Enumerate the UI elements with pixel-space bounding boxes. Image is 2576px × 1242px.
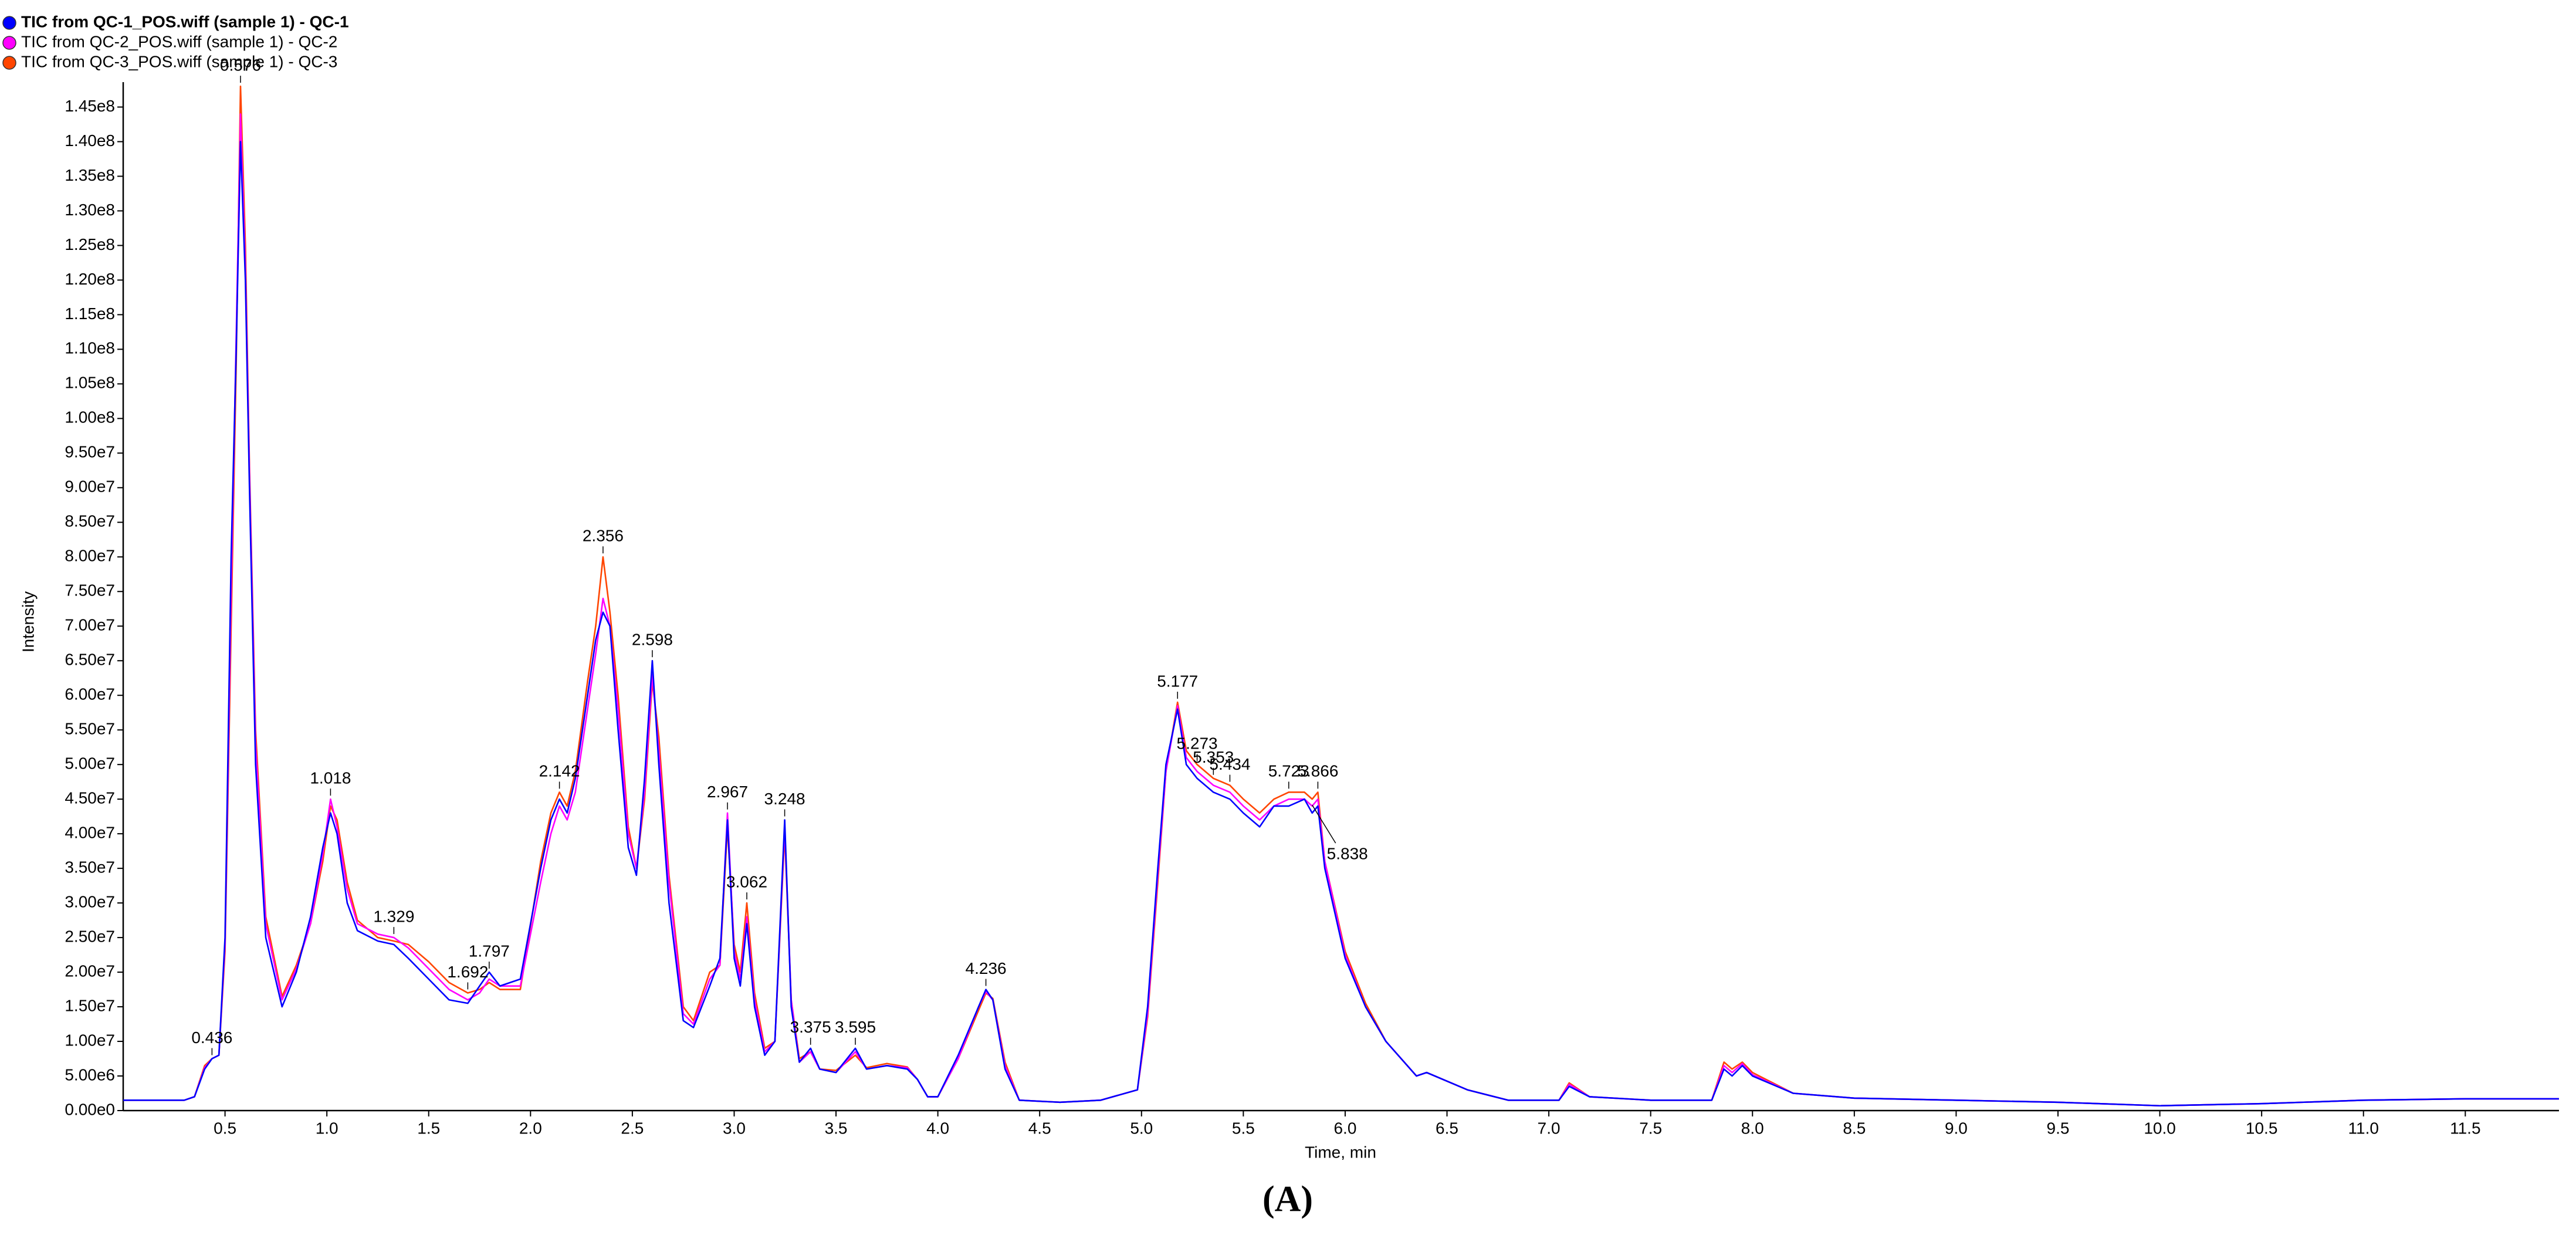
caption: (A) — [1262, 1179, 1313, 1219]
y-tick-label: 1.00e7 — [65, 1031, 115, 1049]
x-tick-label: 8.5 — [1843, 1119, 1866, 1137]
peak-label: 5.866 — [1297, 762, 1338, 780]
x-tick-label: 3.0 — [723, 1119, 746, 1137]
x-tick-label: 0.5 — [214, 1119, 236, 1137]
x-tick-label: 4.5 — [1028, 1119, 1051, 1137]
x-tick-label: 1.0 — [316, 1119, 338, 1137]
x-tick-label: 9.0 — [1945, 1119, 1968, 1137]
x-tick-label: 6.0 — [1333, 1119, 1356, 1137]
peak-label: 3.375 — [790, 1018, 831, 1036]
peak-label: 5.434 — [1209, 755, 1250, 773]
peak-label: 3.595 — [835, 1018, 876, 1036]
y-tick-label: 1.45e8 — [65, 97, 115, 115]
y-tick-label: 1.50e7 — [65, 996, 115, 1014]
x-tick-label: 2.5 — [621, 1119, 644, 1137]
legend-label: TIC from QC-3_POS.wiff (sample 1) - QC-3 — [21, 52, 337, 70]
peak-label: 1.692 — [447, 963, 488, 981]
y-tick-label: 6.50e7 — [65, 651, 115, 669]
x-tick-label: 2.0 — [519, 1119, 542, 1137]
peak-label: 5.838 — [1327, 845, 1368, 863]
x-tick-label: 8.0 — [1741, 1119, 1764, 1137]
y-tick-label: 5.50e7 — [65, 720, 115, 738]
y-tick-label: 1.20e8 — [65, 270, 115, 288]
y-tick-label: 9.50e7 — [65, 443, 115, 461]
y-tick-label: 4.00e7 — [65, 824, 115, 842]
y-tick-label: 3.50e7 — [65, 858, 115, 876]
x-tick-label: 10.0 — [2144, 1119, 2176, 1137]
peak-label: 4.236 — [966, 959, 1007, 977]
x-tick-label: 1.5 — [417, 1119, 440, 1137]
y-tick-label: 1.05e8 — [65, 374, 115, 392]
y-tick-label: 3.00e7 — [65, 892, 115, 911]
x-tick-label: 10.5 — [2246, 1119, 2278, 1137]
x-tick-label: 5.0 — [1130, 1119, 1153, 1137]
peak-label: 2.356 — [583, 527, 624, 545]
y-tick-label: 1.40e8 — [65, 131, 115, 150]
peak-label: 2.598 — [632, 631, 673, 649]
y-tick-label: 5.00e6 — [65, 1065, 115, 1084]
x-axis-label: Time, min — [1305, 1143, 1376, 1161]
peak-label: 0.436 — [191, 1028, 232, 1047]
x-tick-label: 7.5 — [1639, 1119, 1662, 1137]
x-tick-label: 7.0 — [1538, 1119, 1561, 1137]
peak-label: 5.273 — [1177, 735, 1218, 753]
legend-label: TIC from QC-1_POS.wiff (sample 1) - QC-1 — [21, 12, 349, 31]
y-tick-label: 2.00e7 — [65, 962, 115, 980]
y-tick-label: 5.00e7 — [65, 754, 115, 773]
legend-label: TIC from QC-2_POS.wiff (sample 1) - QC-2 — [21, 32, 337, 50]
peak-label: 0.576 — [220, 56, 261, 74]
y-tick-label: 6.00e7 — [65, 685, 115, 703]
x-tick-label: 9.5 — [2047, 1119, 2070, 1137]
y-tick-label: 2.50e7 — [65, 927, 115, 945]
y-tick-label: 1.00e8 — [65, 408, 115, 427]
peak-label: 1.797 — [469, 942, 510, 960]
y-tick-label: 9.00e7 — [65, 478, 115, 496]
peak-label: 5.723 — [1268, 762, 1309, 780]
peak-label: 3.248 — [764, 790, 805, 808]
y-tick-label: 4.50e7 — [65, 789, 115, 807]
peak-label: 1.329 — [373, 907, 414, 925]
y-axis-label: Intensity — [19, 591, 37, 652]
y-tick-label: 0.00e0 — [65, 1100, 115, 1118]
x-tick-label: 4.0 — [926, 1119, 949, 1137]
y-tick-label: 7.00e7 — [65, 616, 115, 634]
peak-label: 2.967 — [707, 783, 748, 801]
y-tick-label: 8.50e7 — [65, 512, 115, 530]
legend-marker — [2, 16, 16, 30]
y-tick-label: 7.50e7 — [65, 581, 115, 600]
x-tick-label: 11.0 — [2348, 1119, 2379, 1137]
peak-label: 5.177 — [1157, 672, 1198, 690]
y-tick-label: 1.10e8 — [65, 339, 115, 357]
legend-marker — [2, 36, 16, 50]
peak-label: 1.018 — [310, 769, 351, 787]
x-tick-label: 11.5 — [2450, 1119, 2480, 1137]
x-tick-label: 3.5 — [825, 1119, 848, 1137]
peak-label: 3.062 — [726, 872, 767, 891]
peak-leader — [1312, 804, 1336, 844]
y-tick-label: 1.15e8 — [65, 304, 115, 323]
y-tick-label: 1.30e8 — [65, 201, 115, 219]
x-tick-label: 5.5 — [1232, 1119, 1255, 1137]
y-tick-label: 8.00e7 — [65, 547, 115, 565]
y-tick-label: 1.25e8 — [65, 235, 115, 253]
y-tick-label: 1.35e8 — [65, 166, 115, 184]
series-line — [123, 141, 2559, 1107]
x-tick-label: 6.5 — [1436, 1119, 1458, 1137]
peak-label: 2.142 — [539, 762, 580, 780]
peak-label: 5.353 — [1193, 748, 1234, 766]
legend-marker — [2, 56, 16, 70]
